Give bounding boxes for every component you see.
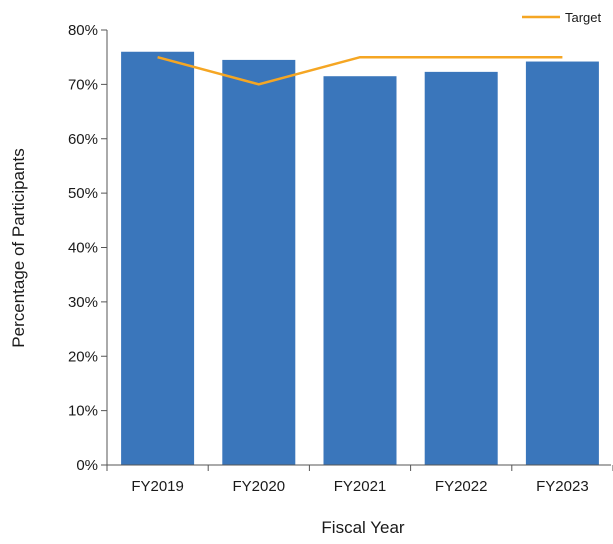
y-tick-label: 20% [68, 348, 98, 365]
target-series-line [157, 55, 563, 86]
x-tick-label: FY2019 [131, 478, 184, 495]
y-tick-label: 0% [76, 457, 98, 474]
y-tick-label: 50% [68, 185, 98, 202]
bar-fy2022 [424, 71, 498, 466]
x-axis-ticks: FY2019 FY2020 FY2021 FY2022 FY2023 [106, 465, 613, 495]
y-axis-title: Percentage of Participants [9, 148, 28, 347]
y-tick-label: 30% [68, 294, 98, 311]
x-tick-label: FY2022 [435, 478, 488, 495]
legend-target-label: Target [565, 10, 602, 25]
y-tick-label: 80% [68, 22, 98, 39]
bar-fy2020 [222, 59, 296, 465]
bar-fy2023 [525, 61, 599, 465]
bar-fy2021 [323, 76, 397, 465]
bar-fy2019 [121, 51, 195, 465]
y-axis-ticks: 0% 10% 20% 30% 40% 50% 60% 70% 80% [68, 22, 107, 474]
legend: Target [522, 10, 602, 25]
x-tick-label: FY2020 [233, 478, 286, 495]
y-tick-label: 40% [68, 240, 98, 257]
y-tick-label: 10% [68, 403, 98, 420]
y-tick-label: 70% [68, 76, 98, 93]
x-tick-label: FY2021 [334, 478, 387, 495]
bars-group [121, 51, 599, 466]
x-axis-title: Fiscal Year [321, 518, 404, 537]
x-tick-label: FY2023 [536, 478, 589, 495]
y-tick-label: 60% [68, 131, 98, 148]
